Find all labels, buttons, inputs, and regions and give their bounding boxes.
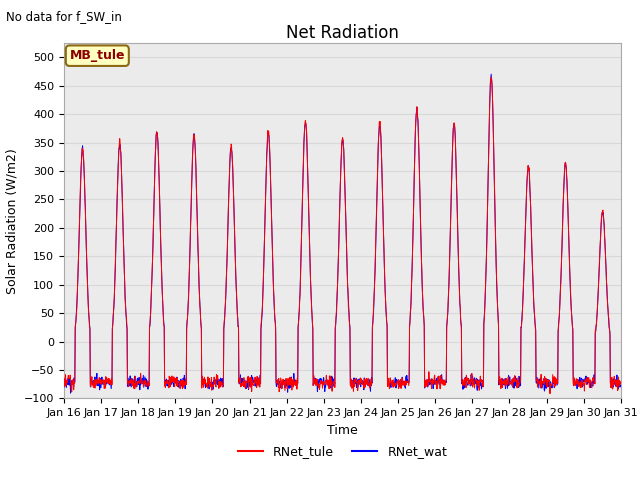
Legend: RNet_tule, RNet_wat: RNet_tule, RNet_wat — [232, 440, 452, 463]
Text: No data for f_SW_in: No data for f_SW_in — [6, 10, 122, 23]
X-axis label: Time: Time — [327, 424, 358, 437]
Y-axis label: Solar Radiation (W/m2): Solar Radiation (W/m2) — [5, 148, 19, 294]
Text: MB_tule: MB_tule — [70, 49, 125, 62]
Title: Net Radiation: Net Radiation — [286, 24, 399, 42]
